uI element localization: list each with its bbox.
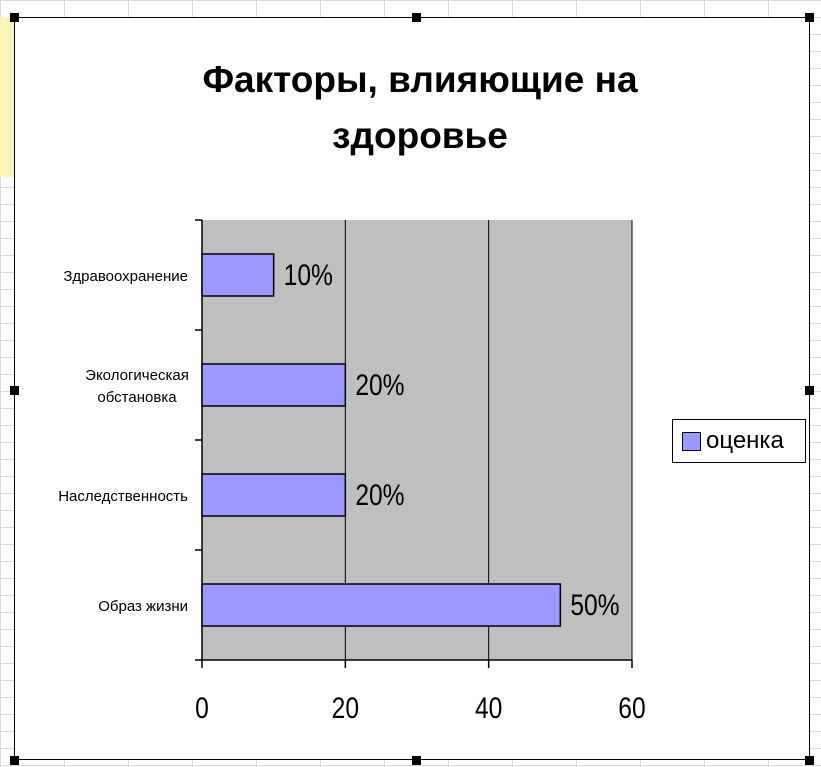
resize-handle-middle-left[interactable]: [10, 386, 19, 395]
resize-handle-bottom-left[interactable]: [10, 756, 19, 765]
category-label-2: Экологическая обстановка: [85, 367, 189, 406]
data-label-0: 50%: [570, 588, 619, 622]
x-tick-label-20: 20: [332, 691, 359, 725]
bar-2: [201, 363, 347, 407]
data-label-3: 10%: [284, 258, 333, 292]
category-label-3-line-0: Здравоохранение: [63, 268, 188, 285]
category-label-1: Наследственность: [58, 488, 188, 505]
x-tick-label-40: 40: [475, 691, 502, 725]
resize-handle-middle-right[interactable]: [805, 386, 814, 395]
category-label-1-line-0: Наследственность: [58, 488, 188, 505]
resize-handle-top-left[interactable]: [10, 13, 19, 22]
resize-handle-top-center[interactable]: [412, 13, 421, 22]
data-label-2: 20%: [355, 368, 404, 402]
resize-handle-bottom-center[interactable]: [412, 756, 421, 765]
category-label-3: Здравоохранение: [63, 268, 188, 285]
bar-0: [201, 583, 562, 627]
x-tick-label-0: 0: [195, 691, 209, 725]
chart-title[interactable]: Факторы, влияющие на здоровье: [202, 59, 638, 156]
category-label-0-line-0: Образ жизни: [98, 598, 188, 615]
legend-label: оценка: [706, 427, 784, 454]
category-label-0: Образ жизни: [98, 598, 188, 615]
chart-legend[interactable]: оценка: [672, 419, 806, 463]
resize-handle-bottom-right[interactable]: [805, 756, 814, 765]
data-label-1: 20%: [355, 478, 404, 512]
bar-3: [201, 253, 275, 297]
legend-swatch: [682, 431, 701, 451]
resize-handle-top-right[interactable]: [805, 13, 814, 22]
x-tick-label-60: 60: [618, 691, 645, 725]
bar-1: [201, 473, 347, 517]
category-label-2-line-0: Экологическая: [85, 367, 189, 384]
category-label-2-line-1: обстановка: [97, 389, 177, 406]
